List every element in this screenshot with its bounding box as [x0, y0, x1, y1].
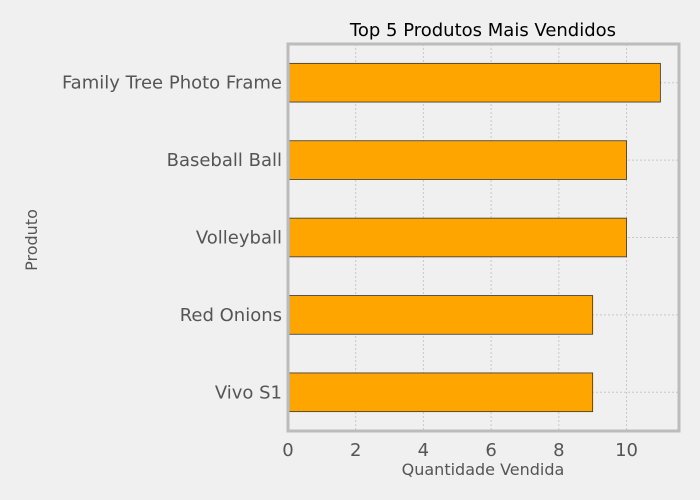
- y-axis-label: Produto: [22, 209, 41, 271]
- bars: [287, 62, 661, 413]
- x-tick-label: 6: [485, 440, 496, 461]
- y-tick-label: Family Tree Photo Frame: [62, 73, 282, 94]
- y-tick-label: Red Onions: [180, 305, 282, 326]
- x-axis-ticks: 0 2 4 6 8 10: [282, 440, 638, 461]
- x-tick-label: 10: [615, 440, 638, 461]
- bar: [287, 62, 661, 103]
- bar: [287, 372, 594, 413]
- y-tick-label: Vivo S1: [215, 382, 282, 403]
- plot-frame: [286, 42, 681, 433]
- y-tick-label: Baseball Ball: [167, 150, 282, 171]
- bar: [287, 217, 627, 258]
- x-tick-label: 8: [553, 440, 564, 461]
- x-tick-label: 4: [418, 440, 429, 461]
- y-axis-ticks: Family Tree Photo Frame Baseball Ball Voll…: [62, 73, 282, 404]
- x-axis-label: Quantidade Vendida: [402, 460, 565, 479]
- bar: [287, 295, 594, 335]
- y-tick-label: Volleyball: [196, 228, 282, 249]
- x-tick-label: 2: [350, 440, 361, 461]
- bar: [287, 140, 627, 180]
- chart-title: Top 5 Produtos Mais Vendidos: [349, 20, 616, 41]
- x-tick-label: 0: [282, 440, 293, 461]
